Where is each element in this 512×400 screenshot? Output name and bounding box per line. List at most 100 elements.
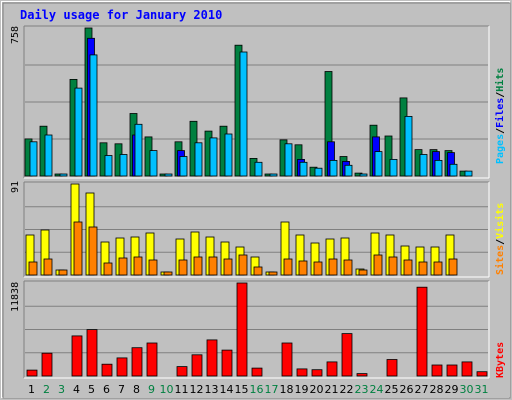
legend-hits: Hits [494,68,506,92]
bar-pages-day-19 [299,161,308,177]
bar-sites-day-24 [373,254,383,276]
bar-pages-day-5 [89,54,98,177]
x-tick-label-day-21: 21 [325,383,339,396]
bar-hits-day-25 [384,135,393,177]
bar-sites-day-18 [283,258,293,276]
x-tick-label-day-8: 8 [133,383,140,396]
bar-pages-day-27 [419,154,428,177]
x-tick-label-day-2: 2 [43,383,50,396]
bar-sites-day-6 [103,262,113,276]
visits-axis-max-label: 91 [10,181,21,193]
bar-pages-day-8 [134,123,143,177]
x-tick-label-day-15: 15 [235,383,249,396]
bar-pages-day-17 [269,173,278,177]
bar-kbytes-day-4 [71,335,83,377]
bar-sites-day-7 [118,257,128,276]
bar-sites-day-5 [88,226,98,276]
panels [23,25,490,379]
bar-sites-day-10 [163,271,173,276]
x-tick-label-day-7: 7 [118,383,125,396]
legend-hits-panel: Pages/Files/Hits [494,68,506,164]
bar-pages-day-4 [74,87,83,177]
bar-kbytes-day-20 [311,369,323,377]
bar-pages-day-6 [104,155,113,177]
x-tick-label-day-6: 6 [103,383,110,396]
bar-kbytes-day-18 [281,342,293,377]
bar-kbytes-day-27 [416,286,428,377]
bar-sites-day-25 [388,256,398,276]
legend-sep-3: / [495,239,506,245]
bar-pages-day-1 [29,141,38,177]
x-tick-label-day-16: 16 [250,383,264,396]
bar-sites-day-19 [298,260,308,276]
bar-pages-day-23 [359,173,368,177]
bar-kbytes-day-2 [41,352,53,377]
x-tick-label-day-27: 27 [415,383,429,396]
bar-sites-day-26 [403,259,413,276]
visits-panel [23,181,490,278]
bar-pages-day-29 [449,163,458,177]
bar-pages-day-25 [389,158,398,177]
bar-sites-day-9 [148,259,158,276]
bar-kbytes-day-21 [326,361,338,377]
x-tick-label-day-17: 17 [265,383,279,396]
x-tick-label-day-25: 25 [385,383,399,396]
bar-sites-day-17 [268,271,278,276]
bar-kbytes-day-31 [476,371,488,377]
bar-kbytes-day-23 [356,373,368,377]
bar-kbytes-day-1 [26,369,38,377]
bar-sites-day-8 [133,256,143,276]
x-tick-label-day-10: 10 [160,383,174,396]
x-tick-label-day-9: 9 [148,383,155,396]
x-tick-label-day-13: 13 [205,383,219,396]
bar-pages-day-26 [404,116,413,177]
bar-sites-day-2 [43,258,53,276]
bar-sites-day-1 [28,261,38,276]
x-tick-label-day-3: 3 [58,383,65,396]
bar-sites-day-14 [223,258,233,276]
bar-kbytes-day-11 [176,366,188,377]
bar-sites-day-12 [193,256,203,276]
x-axis-day-labels: 1 2 3 4 5 6 7 8 9 10 11 12 13 14 15 16 17 18 19 20 21 22 23 24 2… [28,383,489,396]
x-tick-label-day-28: 28 [430,383,444,396]
bar-pages-day-16 [254,161,263,177]
bar-kbytes-day-30 [461,361,473,377]
x-tick-label-day-24: 24 [370,383,384,396]
x-tick-label-day-26: 26 [400,383,414,396]
legend-visits: Visits [494,203,506,239]
bar-sites-day-23 [358,269,368,276]
bar-kbytes-day-19 [296,368,308,377]
bar-pages-day-24 [374,151,383,177]
bar-kbytes-day-15 [236,282,248,377]
bar-pages-day-15 [239,51,248,177]
bar-kbytes-day-6 [101,363,113,377]
bar-kbytes-day-14 [221,349,233,377]
x-tick-label-day-30: 30 [460,383,474,396]
legend-kbytes-panel: KBytes [495,342,506,378]
bar-kbytes-day-7 [116,357,128,377]
bar-pages-day-21 [329,159,338,177]
bar-sites-day-27 [418,261,428,276]
legend-files: Files [494,98,506,128]
legend-sites: Sites [494,245,506,275]
bar-sites-day-28 [433,261,443,276]
bar-kbytes-day-13 [206,339,218,377]
bar-pages-day-11 [179,156,188,177]
bar-pages-day-20 [314,167,323,177]
bar-kbytes-day-5 [86,329,98,377]
legend-kbytes: KBytes [495,342,506,378]
bar-pages-day-28 [434,159,443,177]
bar-pages-day-7 [119,154,128,177]
x-tick-label-day-22: 22 [340,383,354,396]
x-tick-label-day-14: 14 [220,383,234,396]
bar-pages-day-10 [164,173,173,177]
x-tick-label-day-4: 4 [73,383,80,396]
bar-kbytes-day-22 [341,333,353,377]
bar-sites-day-3 [58,269,68,276]
bar-kbytes-day-12 [191,354,203,377]
bar-pages-day-3 [59,173,68,177]
legend-sep-2: / [495,92,506,98]
bar-pages-day-12 [194,142,203,177]
